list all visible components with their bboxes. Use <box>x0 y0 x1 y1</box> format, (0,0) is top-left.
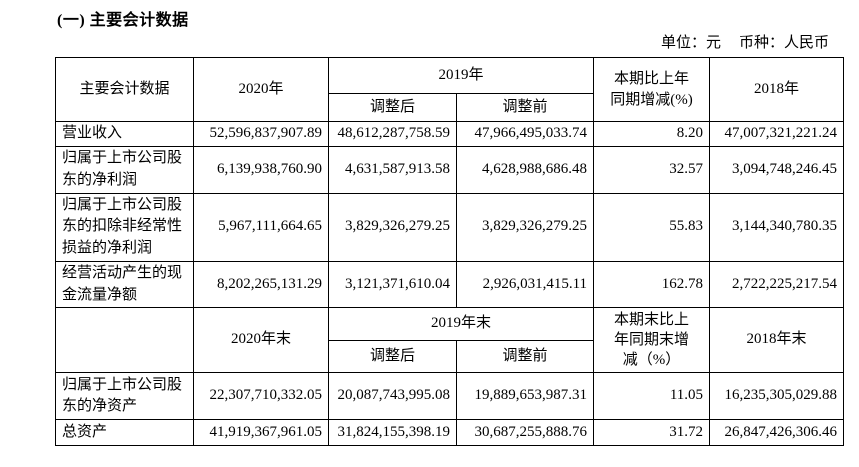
table-row: 归属于上市公司股东的净资产 22,307,710,332.05 20,087,7… <box>55 372 845 421</box>
header-metric: 主要会计数据 <box>55 57 194 122</box>
key-accounting-data-table: 主要会计数据 2020年 2019年 本期比上年 同期增减(%) 2018年 调… <box>55 57 845 447</box>
table-row: 经营活动产生的现金流量净额 8,202,265,131.29 3,121,371… <box>55 260 845 309</box>
value-change-pct: 8.20 <box>593 121 711 147</box>
value-2019-adjusted-after: 48,612,287,758.59 <box>328 121 457 147</box>
row-label: 总资产 <box>55 419 194 447</box>
header-adjusted-before: 调整前 <box>455 93 595 122</box>
value-change-pct: 55.83 <box>593 192 711 262</box>
table-row: 总资产 41,919,367,961.05 31,824,155,398.19 … <box>55 419 845 447</box>
value-change-pct: 32.57 <box>593 146 711 194</box>
table-row: 归属于上市公司股东的扣除非经常性损益的净利润 5,967,111,664.65 … <box>55 192 845 262</box>
value-2020: 52,596,837,907.89 <box>193 121 329 147</box>
value-2020: 5,967,111,664.65 <box>193 192 329 262</box>
value-2019-adjusted-before: 30,687,255,888.76 <box>455 419 595 447</box>
header-row-1: 主要会计数据 2020年 2019年 本期比上年 同期增减(%) 2018年 <box>55 57 845 122</box>
unit-label: 单位：元 <box>660 35 721 51</box>
value-2019-adjusted-after: 3,829,326,279.25 <box>328 192 457 262</box>
value-2019-adjusted-after: 4,631,587,913.58 <box>328 146 457 194</box>
table-row: 营业收入 52,596,837,907.89 48,612,287,758.59… <box>55 121 845 147</box>
header-row-1-sub: 调整后 调整前 <box>56 93 844 122</box>
value-2019-adjusted-before: 19,889,653,987.31 <box>455 372 595 421</box>
value-2019-adjusted-after: 20,087,743,995.08 <box>328 372 457 421</box>
value-2020: 41,919,367,961.05 <box>193 419 329 447</box>
value-2019-adjusted-before: 3,829,326,279.25 <box>455 192 595 262</box>
value-change-pct: 162.78 <box>593 260 711 309</box>
value-2019-adjusted-before: 4,628,988,686.48 <box>455 146 595 194</box>
value-2018: 26,847,426,306.46 <box>709 419 845 447</box>
value-2019-adjusted-after: 3,121,371,610.04 <box>328 260 457 309</box>
value-2018: 3,144,340,780.35 <box>709 192 845 262</box>
header-adjusted-after: 调整后 <box>328 340 457 374</box>
header-adjusted-after: 调整后 <box>328 93 457 122</box>
value-2020: 6,139,938,760.90 <box>193 146 329 194</box>
header-2020: 2020年 <box>193 57 329 122</box>
value-2018: 47,007,321,221.24 <box>709 121 845 147</box>
row-label: 归属于上市公司股东的净资产 <box>55 372 194 421</box>
row-label: 营业收入 <box>55 121 194 147</box>
header-change: 本期比上年 同期增减(%) <box>593 57 711 122</box>
table-row: 归属于上市公司股东的净利润 6,139,938,760.90 4,631,587… <box>55 146 845 194</box>
row-label: 归属于上市公司股东的扣除非经常性损益的净利润 <box>55 192 194 262</box>
value-2020: 8,202,265,131.29 <box>193 260 329 309</box>
header-2018: 2018年 <box>709 57 845 122</box>
header-change-end: 本期末比上 年同期末增 减（%） <box>593 307 711 374</box>
header-metric-empty <box>55 307 194 374</box>
value-2019-adjusted-before: 47,966,495,033.74 <box>455 121 595 147</box>
header-2019: 2019年 <box>327 57 595 94</box>
header-adjusted-before: 调整前 <box>455 340 595 374</box>
unit-currency-note: 单位：元 币种：人民币 <box>661 31 829 52</box>
value-2018: 2,722,225,217.54 <box>709 260 845 309</box>
value-change-pct: 31.72 <box>593 419 711 447</box>
value-2019-adjusted-before: 2,926,031,415.11 <box>455 260 595 309</box>
section-title: (一) 主要会计数据 <box>57 12 189 29</box>
value-2019-adjusted-after: 31,824,155,398.19 <box>328 419 457 447</box>
header-row-2: 2020年末 2019年末 本期末比上 年同期末增 减（%） 2018年末 <box>55 307 845 374</box>
row-label: 经营活动产生的现金流量净额 <box>55 260 194 309</box>
value-change-pct: 11.05 <box>593 372 711 421</box>
value-2018: 3,094,748,246.45 <box>709 146 845 194</box>
header-2020-end: 2020年末 <box>193 307 329 374</box>
header-2019-end: 2019年末 <box>327 307 595 342</box>
header-row-2-sub: 调整后 调整前 <box>56 340 844 374</box>
currency-label: 币种：人民币 <box>738 35 829 51</box>
header-2018-end: 2018年末 <box>709 307 845 374</box>
value-2018: 16,235,305,029.88 <box>709 372 845 421</box>
value-2020: 22,307,710,332.05 <box>193 372 329 421</box>
row-label: 归属于上市公司股东的净利润 <box>55 146 194 194</box>
